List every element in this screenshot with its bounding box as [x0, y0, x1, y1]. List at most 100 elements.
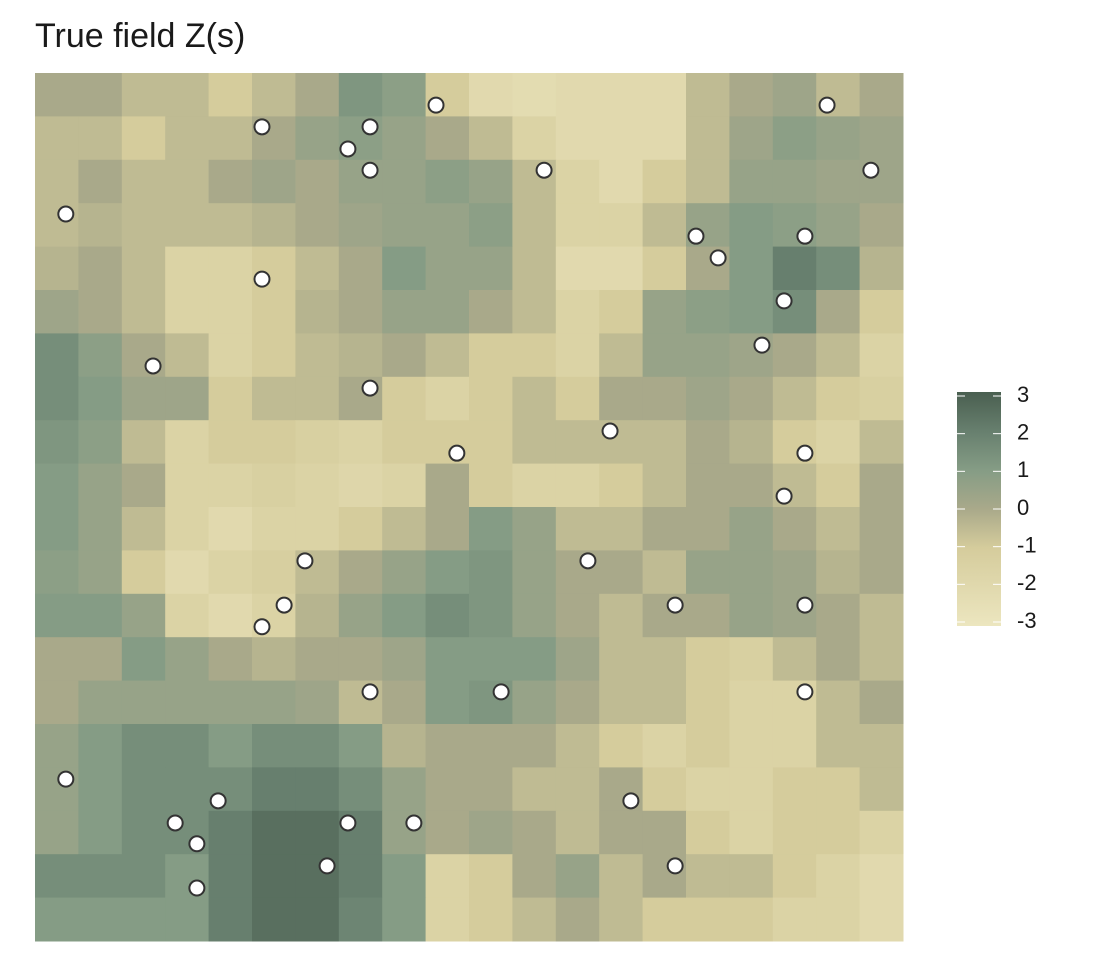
heat-cell [686, 290, 730, 334]
sample-point [253, 618, 271, 636]
sample-point [796, 444, 814, 462]
sample-point [818, 96, 836, 114]
heat-cell [686, 810, 730, 855]
heat-cell [729, 767, 774, 812]
heat-cell [121, 593, 166, 638]
heat-cell [338, 724, 383, 768]
heat-cell [642, 507, 687, 551]
heat-cell [121, 420, 166, 465]
heat-cell [78, 116, 123, 161]
heat-cell [165, 420, 210, 465]
heat-cell [382, 463, 427, 508]
heat-cell [35, 680, 79, 725]
sample-point [753, 336, 771, 354]
heat-cell [425, 767, 470, 812]
heat-cell [208, 550, 253, 595]
sample-point [687, 227, 705, 245]
heat-cell [165, 550, 210, 595]
heat-cell [599, 637, 644, 682]
heat-cell [78, 376, 123, 421]
heat-cell [555, 290, 600, 334]
heat-cell [686, 854, 730, 899]
heat-cell [772, 767, 817, 812]
heat-cell [208, 810, 253, 855]
heat-cell [816, 767, 861, 812]
heat-cell [642, 159, 687, 204]
heat-cell [469, 724, 513, 768]
heat-cell [252, 290, 296, 334]
heat-cell [165, 507, 210, 551]
sample-point [361, 161, 379, 179]
heat-cell [512, 637, 557, 682]
sample-point [448, 444, 466, 462]
heat-cell [78, 724, 123, 768]
sample-point [296, 552, 314, 570]
heat-cell [555, 376, 600, 421]
colorbar-label: 2 [1017, 419, 1029, 444]
sample-point [253, 118, 271, 136]
heat-cell [165, 159, 210, 204]
heat-cell [35, 73, 79, 117]
heat-cell [686, 897, 730, 942]
heat-cell [382, 637, 427, 682]
heat-cell [555, 463, 600, 508]
heat-cell [772, 73, 817, 117]
heat-cell [78, 246, 123, 291]
heat-cell [859, 854, 904, 899]
colorbar-label: -1 [1017, 532, 1037, 557]
heat-cell [469, 73, 513, 117]
heat-cell [165, 767, 210, 812]
heat-cell [208, 897, 253, 942]
heat-cell [165, 333, 210, 378]
heat-cell [425, 203, 470, 248]
heat-cell [252, 333, 296, 378]
heat-cell [859, 593, 904, 638]
heat-cell [208, 246, 253, 291]
heat-cell [295, 463, 340, 508]
sample-point [275, 596, 293, 614]
heat-cell [121, 376, 166, 421]
sample-point [579, 552, 597, 570]
heat-cell [642, 724, 687, 768]
sample-point [492, 683, 510, 701]
heat-cell [425, 290, 470, 334]
heat-cell [295, 724, 340, 768]
heat-cell [642, 810, 687, 855]
heat-cell [165, 73, 210, 117]
heat-cell [165, 290, 210, 334]
heat-cell [599, 854, 644, 899]
heat-cell [642, 246, 687, 291]
sample-point [361, 379, 379, 397]
heat-cell [469, 767, 513, 812]
heat-cell [469, 333, 513, 378]
heat-cell [338, 593, 383, 638]
heat-cell [469, 420, 513, 465]
heat-cell [816, 810, 861, 855]
heat-cell [121, 116, 166, 161]
heat-cell [165, 376, 210, 421]
heat-cell [816, 637, 861, 682]
heat-cell [642, 637, 687, 682]
heat-cell [599, 116, 644, 161]
heat-cell [772, 724, 817, 768]
sample-point [209, 792, 227, 810]
heat-cell [555, 73, 600, 117]
heat-cell [78, 507, 123, 551]
heat-cell [338, 637, 383, 682]
heat-cell [338, 507, 383, 551]
heat-cell [555, 333, 600, 378]
heat-cell [772, 507, 817, 551]
heat-cell [772, 550, 817, 595]
heat-cell [78, 420, 123, 465]
colorbar-label: 0 [1017, 495, 1029, 520]
heat-cell [642, 290, 687, 334]
heat-cell [121, 290, 166, 334]
heat-cell [425, 376, 470, 421]
heat-cell [555, 680, 600, 725]
heat-cell [208, 593, 253, 638]
heat-cell [469, 116, 513, 161]
sample-point [535, 161, 553, 179]
heat-cell [121, 463, 166, 508]
heat-cell [208, 376, 253, 421]
heat-cell [642, 767, 687, 812]
